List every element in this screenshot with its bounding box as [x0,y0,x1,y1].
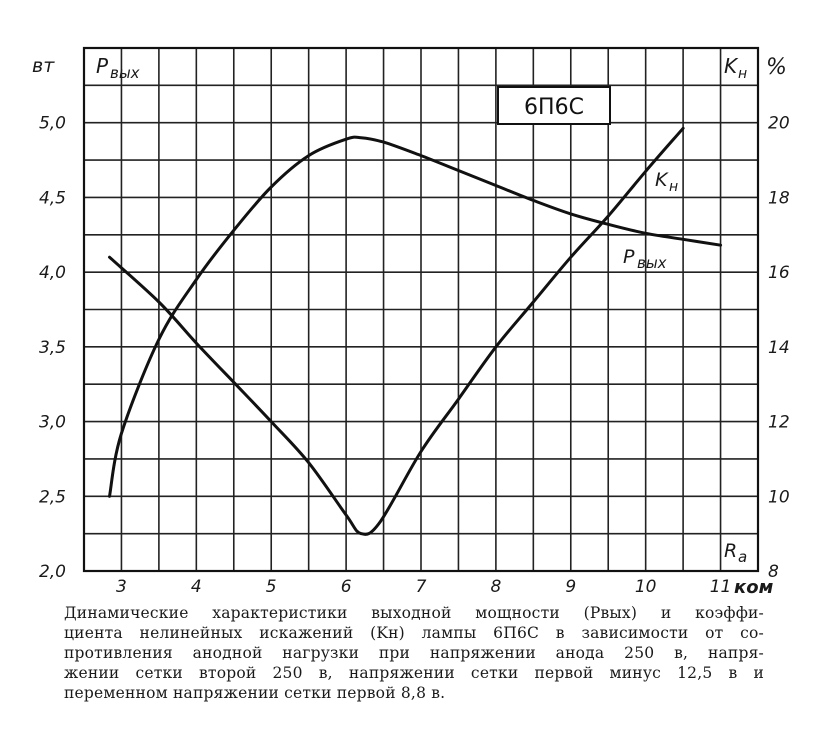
plot-frame [82,46,760,573]
curve-p-label: P вых [623,246,667,272]
tick-label: 14 [768,338,790,358]
svg-text:вых: вых [637,254,667,272]
svg-text:R: R [724,540,737,562]
right-axis-name: K н [724,54,747,82]
chart-title: 6П6С [524,95,584,120]
svg-text:вых: вых [110,64,140,82]
tick-label: 18 [768,188,790,208]
svg-text:P: P [96,54,109,78]
right-axis-ticks: 20 18 16 14 12 10 8 [768,114,790,582]
tick-label: 7 [416,577,427,597]
tick-label: 2,5 [39,487,66,507]
tick-label: 8 [490,577,501,597]
tick-label: 16 [768,263,790,283]
curve-p-out [108,135,723,498]
tick-label: 10 [768,487,790,507]
caption-line: циента нелинейных искажений (Kн) лампы 6… [64,624,764,642]
left-axis-unit: вт [32,55,55,77]
svg-text:н: н [669,179,678,195]
curve-k-label: K н [655,169,678,195]
tick-label: 9 [565,577,576,597]
svg-text:P: P [623,246,635,268]
tick-label: 10 [635,577,657,597]
tick-label: 3,0 [39,413,66,433]
caption-line: переменном напряжении сетки первой 8,8 в… [64,684,446,702]
title-box [497,86,611,125]
x-axis-name: R a [724,540,747,566]
svg-text:н: н [738,66,747,82]
tick-label: 5 [266,577,277,597]
right-axis-unit: % [766,55,787,80]
svg-text:K: K [724,54,739,78]
figure-caption: Динамические характеристики выходной мощ… [64,603,764,703]
tick-label: 4,5 [39,188,66,208]
curve-k-distortion [108,126,685,536]
tick-label: 3,5 [39,338,66,358]
x-axis-ticks: 3 4 5 6 7 8 9 10 11 [116,577,731,597]
tick-label: 2,0 [39,562,66,582]
tick-label: 11 [710,577,732,597]
caption-line: Динамические характеристики выходной мощ… [64,604,764,622]
tick-label: 5,0 [39,114,66,134]
tick-label: 8 [768,562,779,582]
caption-line: противления анодной нагрузки при напряже… [64,644,764,662]
tick-label: 4 [191,577,202,597]
tick-label: 4,0 [39,263,66,283]
tick-label: 3 [116,577,127,597]
caption-line: жении сетки второй 250 в, напряжении сет… [64,664,764,682]
x-axis-unit: ком [734,577,774,598]
tick-label: 12 [768,413,790,433]
left-axis-name: P вых [96,54,140,82]
chart: вт P вых K н % R a 6П6С 5,0 4,5 4,0 3,5 3,0 2… [32,46,790,598]
svg-text:a: a [738,548,747,566]
tick-label: 6 [341,577,352,597]
tick-label: 20 [768,114,790,134]
svg-text:K: K [655,169,669,191]
left-axis-ticks: 5,0 4,5 4,0 3,5 3,0 2,5 2,0 [39,114,66,582]
plot-grid [84,48,758,571]
